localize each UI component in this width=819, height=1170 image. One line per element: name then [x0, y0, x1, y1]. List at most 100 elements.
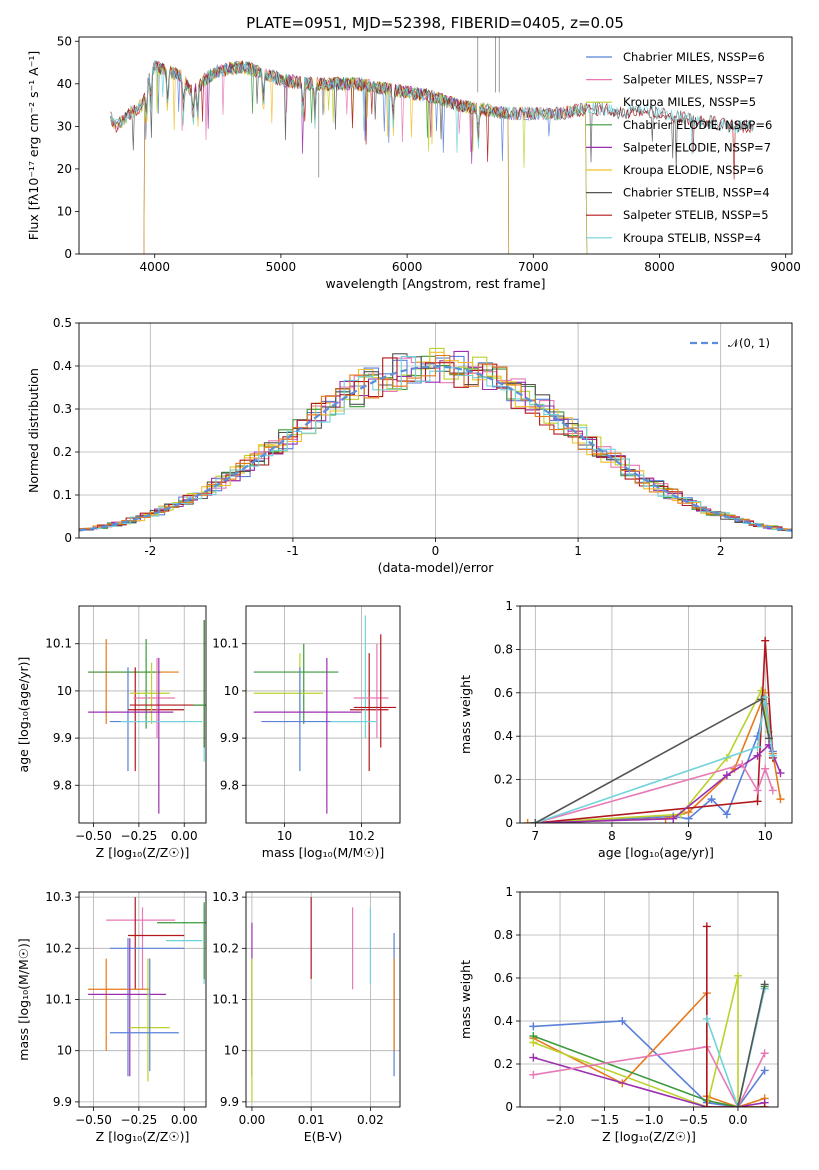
x-tick-label: 9 [685, 829, 693, 843]
data-point [707, 795, 716, 804]
data-point [753, 743, 762, 752]
panel-3: −0.50 −0.25 0.00 9.8 9.9 10 10.1 Z [log₁₀(Z/Z☉)… [16, 605, 207, 860]
series-line [535, 696, 774, 823]
series-line [535, 763, 774, 823]
plot-area [79, 606, 206, 823]
y-tick-label: 0 [64, 247, 72, 261]
legend-entry: Salpeter ELODIE, NSSP=7 [623, 140, 771, 154]
x-tick-label: 0.0 [728, 1113, 747, 1127]
data-point [733, 1103, 742, 1107]
x-tick-label: 0.02 [357, 1113, 384, 1127]
x-axis-label: Z [log₁₀(Z/Z☉)] [96, 1129, 190, 1144]
panel-2: -2 -1 0 1 2 0 0.1 0.2 0.3 0.4 0.5 (data-model)/erro… [26, 316, 793, 575]
x-tick-label: −0.5 [679, 1113, 708, 1127]
y-tick-label: 10 [224, 684, 239, 698]
x-tick-label: 0.00 [171, 1113, 198, 1127]
data-point [702, 922, 711, 931]
figure-title: PLATE=0951, MJD=52398, FIBERID=0405, z=0… [246, 14, 624, 32]
axes-frame [78, 605, 207, 824]
panel-4: 10 10.2 9.8 9.9 10 10.1 mass [log₁₀(M/M☉)] [212, 605, 401, 860]
y-tick-label: 10.2 [212, 941, 239, 955]
x-tick-label: 4000 [139, 260, 170, 274]
axes-frame [245, 605, 401, 824]
data-point [768, 751, 777, 760]
y-tick-label: 1 [505, 599, 513, 613]
x-tick-label: −0.25 [120, 1113, 157, 1127]
y-tick-label: 10 [57, 684, 72, 698]
y-tick-label: 0.2 [494, 1057, 513, 1071]
panel-5: 7 8 9 10 0 0.2 0.4 0.6 0.8 1 age [log₁₀(age/yr)] ma… [458, 599, 793, 860]
plot-area [79, 892, 206, 1107]
series-line [737, 984, 766, 1107]
x-axis-label: E(B-V) [304, 1129, 343, 1144]
data-point [523, 819, 532, 823]
data-point [618, 1017, 627, 1025]
y-tick-label: 0.1 [53, 488, 72, 502]
x-tick-label: 2 [717, 544, 725, 558]
data-point [753, 797, 762, 806]
y-tick-label: 0.2 [53, 445, 72, 459]
x-tick-label: 7 [532, 829, 540, 843]
y-tick-label: 30 [57, 119, 72, 133]
data-point [776, 795, 785, 804]
y-tick-label: 0 [505, 1100, 513, 1114]
panel-8: −2.0 −1.5 −1.0 −0.5 0.0 0 0.2 0.4 0.6 0.8 1 Z [log₁… [458, 885, 779, 1144]
x-tick-label: -1 [287, 544, 299, 558]
legend-entry: Kroupa ELODIE, NSSP=6 [623, 163, 764, 177]
panel-6: −0.50 −0.25 0.00 9.9 10 10.1 10.2 10.3 Z [log₁₀(… [16, 890, 207, 1144]
y-tick-label: 9.8 [220, 778, 239, 792]
x-axis-label: Z [log₁₀(Z/Z☉)] [602, 1129, 696, 1144]
data-point [529, 1038, 538, 1047]
data-point [531, 819, 540, 823]
x-tick-label: 0.00 [239, 1113, 266, 1127]
data-point [760, 980, 769, 989]
panel-7: 0.00 0.01 0.02 9.9 10 10.1 10.2 10.3 E(B-V) [212, 890, 401, 1144]
x-tick-label: 7000 [518, 260, 549, 274]
legend-entry: Salpeter MILES, NSSP=7 [623, 73, 764, 87]
y-tick-label: 9.9 [53, 731, 72, 745]
x-tick-label: 5000 [266, 260, 297, 274]
y-tick-label: 20 [57, 162, 72, 176]
y-axis-label: mass weight [458, 960, 473, 1039]
x-axis-label: (data-model)/error [378, 560, 495, 575]
y-tick-label: 10.1 [212, 637, 239, 651]
data-point [702, 1103, 711, 1107]
y-tick-label: 10.2 [45, 941, 72, 955]
data-point [753, 751, 762, 760]
x-tick-label: −0.50 [75, 829, 112, 843]
x-tick-label: 0 [432, 544, 440, 558]
data-point [733, 971, 742, 980]
x-tick-label: 10 [758, 829, 773, 843]
plot-area [246, 606, 400, 823]
y-axis-label: mass [log₁₀(M/M☉)] [16, 938, 31, 1060]
y-tick-label: 10.1 [45, 993, 72, 1007]
x-tick-label: 9000 [770, 260, 801, 274]
x-tick-label: 0.00 [171, 829, 198, 843]
histogram-step [87, 351, 792, 532]
y-tick-label: 0.5 [53, 316, 72, 330]
y-axis-label: Flux [fλ10⁻¹⁷ erg cm⁻² s⁻¹ A⁻¹] [26, 51, 41, 240]
x-axis-label: mass [log₁₀(M/M☉)] [262, 845, 384, 860]
panel-1: 4000 5000 6000 7000 8000 9000 0 10 20 30 40 50 wavel… [26, 34, 801, 291]
y-axis-label: age [log₁₀(age/yr)] [16, 657, 31, 773]
plot-area [79, 323, 792, 538]
data-point [529, 1070, 538, 1079]
plot-area [110, 37, 754, 254]
x-tick-label: 1 [574, 544, 582, 558]
series-line [535, 640, 774, 823]
y-tick-label: 0.3 [53, 402, 72, 416]
series-line [705, 926, 765, 1107]
data-point [722, 810, 731, 819]
histogram-step [87, 347, 792, 532]
data-point [753, 786, 762, 795]
y-tick-label: 9.9 [220, 1095, 239, 1109]
y-tick-label: 0.4 [53, 359, 72, 373]
series-line [533, 1056, 765, 1107]
x-tick-label: -2 [144, 544, 156, 558]
data-point [760, 1103, 769, 1107]
data-point [768, 786, 777, 795]
data-point [776, 769, 785, 778]
legend-entry: Chabrier MILES, NSSP=6 [623, 50, 765, 64]
data-point [765, 734, 774, 743]
y-tick-label: 0.4 [494, 729, 513, 743]
